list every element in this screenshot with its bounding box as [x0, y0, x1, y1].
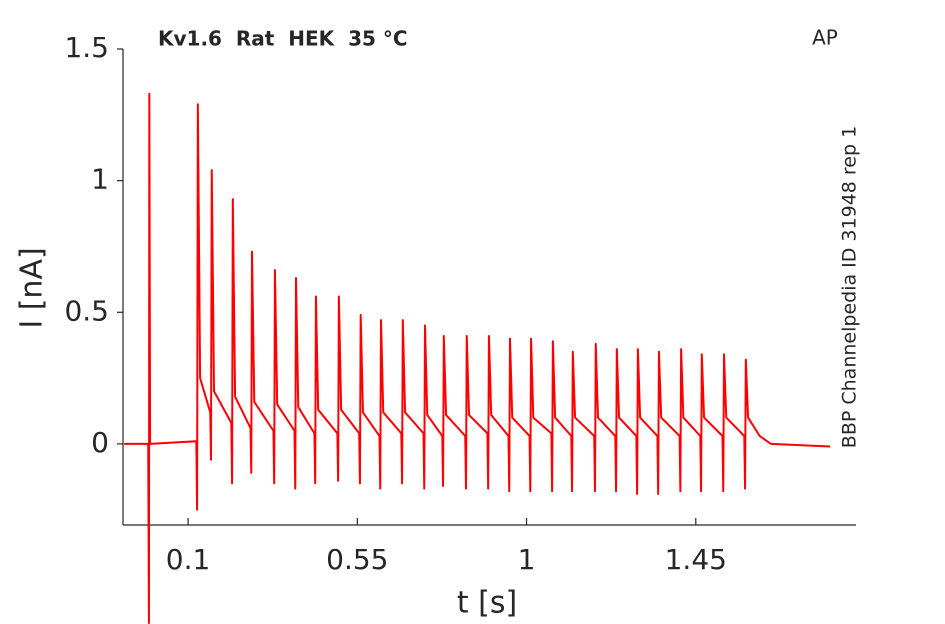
current-trace	[124, 92, 831, 624]
x-tick-label: 0.55	[326, 543, 388, 576]
protocol-label: AP	[812, 26, 838, 50]
x-axis-label: t [s]	[457, 586, 517, 621]
y-tick-label: 1	[91, 163, 109, 196]
y-tick-label: 0.5	[64, 294, 109, 327]
x-tick-label: 1	[518, 543, 536, 576]
y-tick-label: 1.5	[64, 31, 109, 64]
chart-title: Kv1.6 Rat HEK 35 °C	[158, 27, 408, 51]
x-tick-label: 1.45	[665, 543, 727, 576]
x-tick-label: 0.1	[166, 543, 211, 576]
source-label: BBP Channelpedia ID 31948 rep 1	[839, 126, 861, 448]
y-axis-label: I [nA]	[15, 247, 50, 328]
y-tick-label: 0	[91, 426, 109, 459]
